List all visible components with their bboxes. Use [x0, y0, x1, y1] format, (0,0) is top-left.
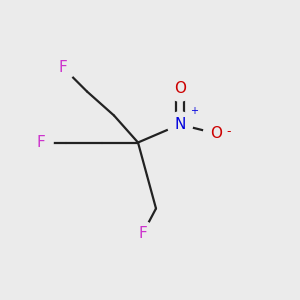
Text: F: F [36, 135, 45, 150]
Circle shape [167, 76, 193, 101]
Circle shape [130, 221, 155, 247]
Text: O: O [210, 126, 222, 141]
Circle shape [167, 112, 193, 137]
Text: +: + [190, 106, 199, 116]
Text: F: F [58, 60, 68, 75]
Circle shape [203, 121, 229, 146]
Text: -: - [226, 125, 231, 139]
Circle shape [28, 130, 53, 155]
Text: O: O [174, 81, 186, 96]
Text: N: N [174, 117, 186, 132]
Circle shape [50, 55, 76, 80]
Text: F: F [138, 226, 147, 242]
